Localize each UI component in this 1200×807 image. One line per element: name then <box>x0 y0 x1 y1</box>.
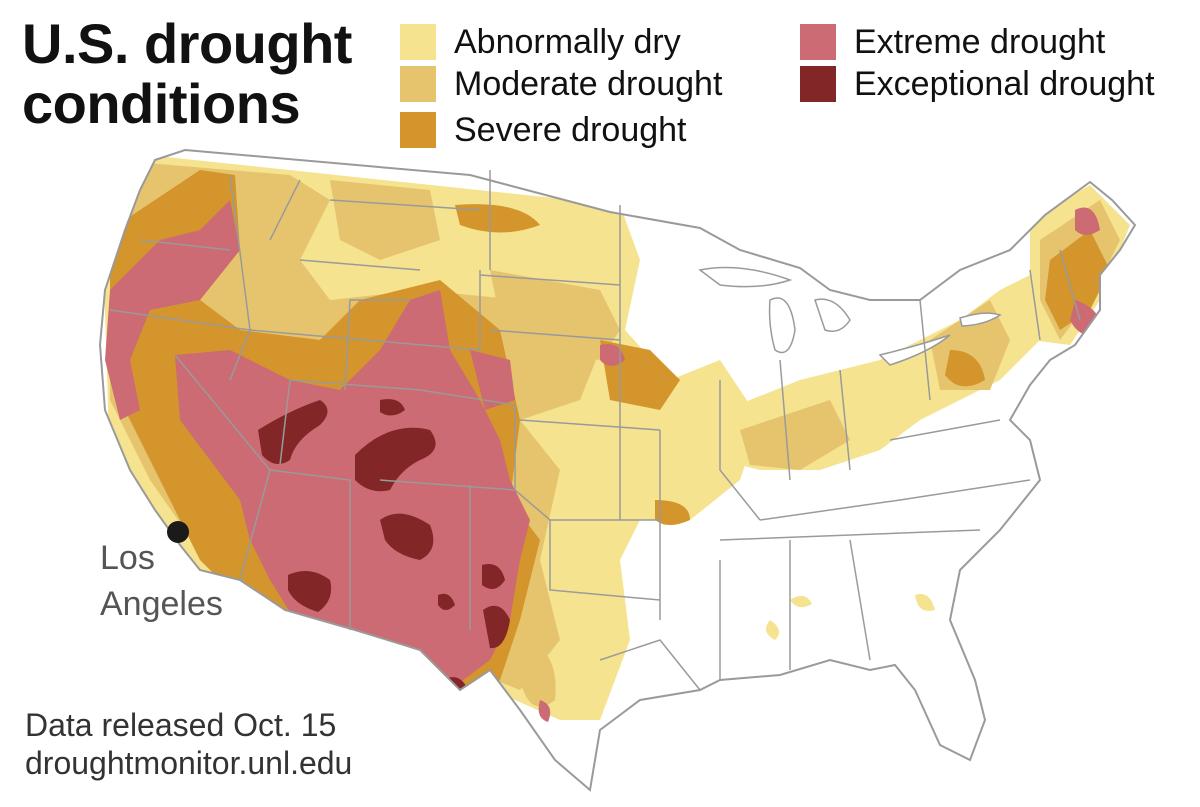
title-line-2: conditions <box>22 72 301 135</box>
great-lakes <box>698 266 1002 366</box>
exceptional-drought-area <box>380 399 405 416</box>
us-outline <box>98 148 1137 792</box>
swatch-moderate-drought <box>400 66 436 102</box>
legend-item-exceptional-drought: Exceptional drought <box>800 64 1155 104</box>
extreme-drought-area <box>175 290 530 690</box>
swatch-severe-drought <box>400 112 436 148</box>
source-line-2: droughtmonitor.unl.edu <box>25 745 353 781</box>
los-angeles-marker <box>167 521 189 543</box>
extreme-drought-area <box>105 200 240 420</box>
moderate-drought-area <box>520 640 556 707</box>
city-label-line-1: Los <box>100 539 155 577</box>
legend-item-severe-drought: Severe drought <box>400 110 687 150</box>
source-line-1: Data released Oct. 15 <box>25 707 337 743</box>
exceptional-drought-area <box>258 400 328 464</box>
legend-item-abnormally-dry: Abnormally dry <box>400 22 681 62</box>
legend-label: Abnormally dry <box>454 23 681 61</box>
extreme-drought-area <box>538 700 551 722</box>
legend-item-extreme-drought: Extreme drought <box>800 22 1105 62</box>
exceptional-drought-area <box>438 593 455 610</box>
city-label-line-2: Angeles <box>100 585 223 623</box>
legend-label: Severe drought <box>454 111 687 149</box>
drought-areas <box>100 150 1130 722</box>
legend-label: Moderate drought <box>454 65 723 103</box>
swatch-abnormally-dry <box>400 24 436 60</box>
moderate-drought-area <box>740 400 850 470</box>
extreme-drought-area <box>1075 207 1100 235</box>
legend-label: Exceptional drought <box>854 65 1155 103</box>
severe-drought-area <box>455 204 540 233</box>
map-title: U.S. drought conditions <box>22 14 352 134</box>
moderate-drought-area <box>330 180 440 260</box>
drought-map <box>98 148 1137 792</box>
swatch-extreme-drought <box>800 24 836 60</box>
extreme-drought-area <box>600 344 625 366</box>
exceptional-drought-area <box>288 571 332 612</box>
severe-drought-area <box>655 500 690 525</box>
severe-drought-area <box>945 350 985 387</box>
legend-item-moderate-drought: Moderate drought <box>400 64 722 104</box>
city-label-los-angeles: Los Angeles <box>100 535 223 627</box>
exceptional-drought-area <box>483 605 510 649</box>
exceptional-drought-area <box>482 564 505 589</box>
exceptional-drought-area <box>355 427 436 492</box>
extreme-drought-area <box>470 350 515 410</box>
state-borders <box>109 170 1081 691</box>
swatch-exceptional-drought <box>800 66 836 102</box>
legend-label: Extreme drought <box>854 23 1106 61</box>
source-note: Data released Oct. 15 droughtmonitor.unl… <box>25 706 352 782</box>
abnormally-dry-area <box>766 594 935 640</box>
title-line-1: U.S. drought <box>22 12 352 75</box>
exceptional-drought-area <box>380 513 434 560</box>
